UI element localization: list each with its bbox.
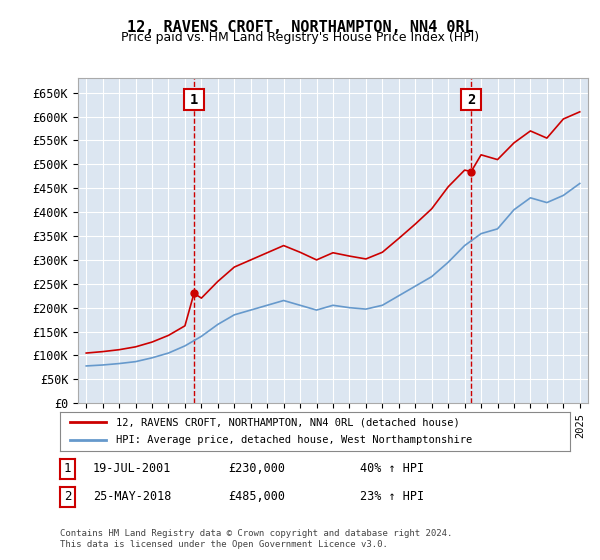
- Text: 1: 1: [190, 93, 198, 107]
- Text: 40% ↑ HPI: 40% ↑ HPI: [360, 462, 424, 475]
- Text: 25-MAY-2018: 25-MAY-2018: [93, 490, 172, 503]
- Text: 12, RAVENS CROFT, NORTHAMPTON, NN4 0RL (detached house): 12, RAVENS CROFT, NORTHAMPTON, NN4 0RL (…: [116, 417, 460, 427]
- Text: Price paid vs. HM Land Registry's House Price Index (HPI): Price paid vs. HM Land Registry's House …: [121, 31, 479, 44]
- FancyBboxPatch shape: [461, 90, 481, 110]
- FancyBboxPatch shape: [184, 90, 204, 110]
- Text: 2: 2: [467, 93, 475, 107]
- Text: HPI: Average price, detached house, West Northamptonshire: HPI: Average price, detached house, West…: [116, 435, 472, 445]
- Text: £230,000: £230,000: [228, 462, 285, 475]
- Text: 12, RAVENS CROFT, NORTHAMPTON, NN4 0RL: 12, RAVENS CROFT, NORTHAMPTON, NN4 0RL: [127, 20, 473, 35]
- Text: 19-JUL-2001: 19-JUL-2001: [93, 462, 172, 475]
- Text: 2: 2: [64, 491, 71, 503]
- Text: 1: 1: [64, 463, 71, 475]
- Text: 23% ↑ HPI: 23% ↑ HPI: [360, 490, 424, 503]
- Text: £485,000: £485,000: [228, 490, 285, 503]
- Text: Contains HM Land Registry data © Crown copyright and database right 2024.
This d: Contains HM Land Registry data © Crown c…: [60, 529, 452, 549]
